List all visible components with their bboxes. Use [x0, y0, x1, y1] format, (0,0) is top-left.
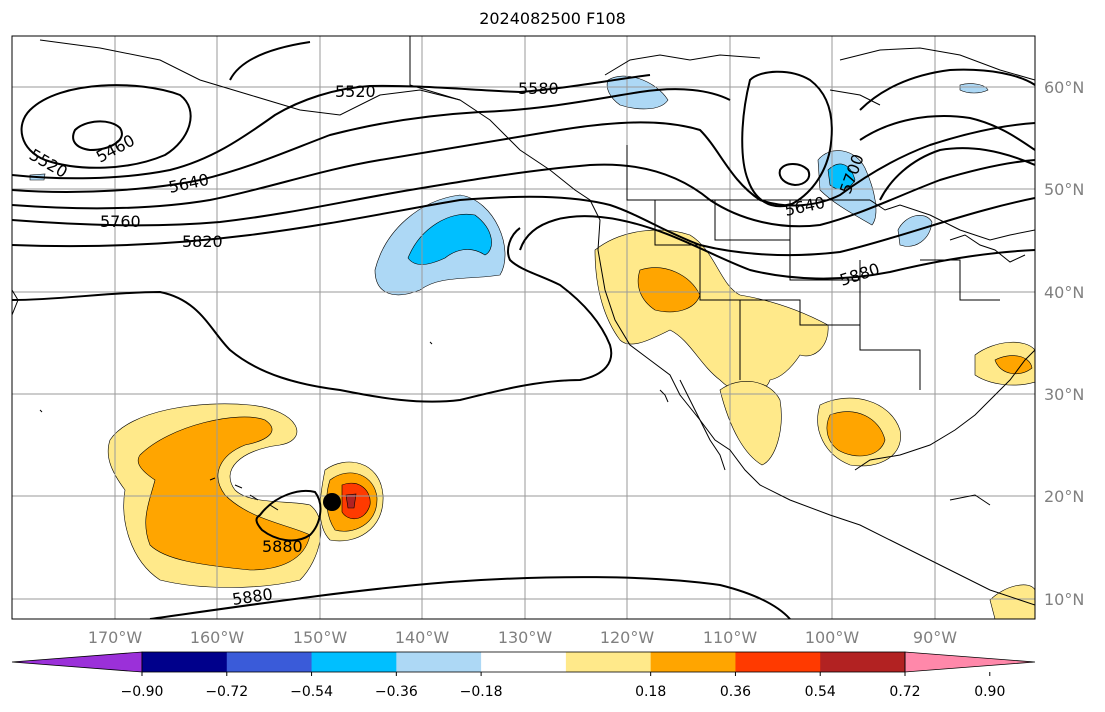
lon-label: 100°W — [805, 628, 860, 647]
lat-label: 30°N — [1044, 385, 1084, 404]
colorbar-segment — [565, 652, 652, 672]
lon-label: 110°W — [703, 628, 758, 647]
map-area — [12, 36, 1035, 619]
colorbar-tick-label: 0.18 — [635, 684, 666, 700]
latitude-labels: 60°N 50°N 40°N 30°N 20°N 10°N — [1044, 78, 1084, 609]
colorbar-segment — [735, 652, 821, 672]
lon-label: 160°W — [190, 628, 245, 647]
colorbar-segment — [820, 652, 906, 672]
colorbar-tick-label: 0.54 — [805, 684, 836, 700]
lat-label: 60°N — [1044, 78, 1084, 97]
negative-anomaly-hudson — [959, 83, 989, 94]
colorbar-tick-label: 0.90 — [974, 684, 1005, 700]
colorbar-tick-label: −0.18 — [460, 684, 503, 700]
colorbar-tick-label: −0.90 — [121, 684, 164, 700]
colorbar: −0.90 −0.72 −0.54 −0.36 −0.18 0.18 0.36 0.54 0.7… — [11, 651, 1036, 700]
positive-anomaly-gulf-core — [826, 411, 886, 457]
colorbar-tick-label: −0.54 — [290, 684, 333, 700]
lat-label: 50°N — [1044, 180, 1084, 199]
storm-center-marker — [323, 493, 341, 511]
height-contours — [12, 41, 1035, 619]
colorbar-segment — [311, 652, 397, 672]
lat-label: 40°N — [1044, 283, 1084, 302]
colorbar-segment — [481, 652, 567, 672]
colorbar-tick-label: −0.36 — [375, 684, 418, 700]
colorbar-extend-high — [904, 651, 1036, 673]
positive-anomaly-mexico — [719, 381, 782, 466]
longitude-labels: 170°W 160°W 150°W 140°W 130°W 120°W 110°… — [88, 628, 957, 647]
lon-label: 140°W — [395, 628, 450, 647]
map-frame — [11, 35, 1036, 620]
negative-anomaly-canada-core — [827, 163, 856, 190]
colorbar-tick-label: 0.72 — [889, 684, 920, 700]
colorbar-outline — [141, 651, 906, 673]
contour-label: 5520 — [335, 82, 376, 101]
lon-label: 120°W — [600, 628, 655, 647]
lon-label: 170°W — [88, 628, 143, 647]
negative-anomaly-pacific-core — [407, 213, 492, 265]
colorbar-tick-label: 0.36 — [720, 684, 751, 700]
lon-label: 90°W — [913, 628, 957, 647]
contour-label: 5580 — [518, 79, 559, 98]
colorbar-tick-label: −0.72 — [205, 684, 248, 700]
contour-label: 5880 — [262, 537, 303, 556]
lat-label: 10°N — [1044, 590, 1084, 609]
map-title: 2024082500 F108 — [479, 9, 626, 28]
colorbar-segment — [650, 652, 736, 672]
colorbar-segment — [142, 652, 228, 672]
positive-anomaly-storm-max — [345, 493, 357, 509]
coastlines — [12, 36, 1035, 606]
colorbar-segment — [226, 652, 313, 672]
colorbar-extend-low — [11, 651, 143, 673]
lat-label: 20°N — [1044, 487, 1084, 506]
lon-label: 130°W — [498, 628, 553, 647]
positive-anomaly-storm-peak — [341, 483, 371, 519]
lon-label: 150°W — [293, 628, 348, 647]
positive-anomaly-west-us-core — [637, 267, 701, 313]
contour-label: 5820 — [182, 232, 223, 251]
colorbar-segment — [396, 652, 482, 672]
positive-anomaly-southeast-core — [994, 355, 1033, 375]
contour-label: 5760 — [100, 212, 141, 231]
